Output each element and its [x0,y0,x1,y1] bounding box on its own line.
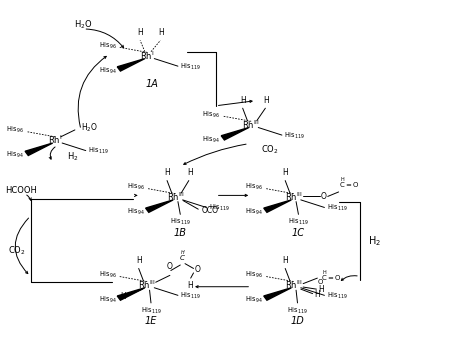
Text: His$_{94}$: His$_{94}$ [99,65,117,76]
Text: His$_{96}$: His$_{96}$ [202,109,220,119]
Text: H: H [264,96,269,105]
Text: His$_{119}$: His$_{119}$ [327,291,347,301]
Text: His$_{96}$: His$_{96}$ [6,125,24,135]
Text: His$_{119}$: His$_{119}$ [288,217,309,227]
Text: H: H [315,290,320,299]
Polygon shape [25,143,53,155]
Text: Rh$^{\rm III}$: Rh$^{\rm III}$ [242,119,260,131]
Text: His$_{96}$: His$_{96}$ [127,182,145,192]
Text: 1B: 1B [174,228,187,238]
Text: OCO: OCO [201,207,219,216]
Text: Rh$^{\rm III}$: Rh$^{\rm III}$ [285,191,302,203]
Text: H: H [121,292,127,301]
Text: H: H [158,28,164,37]
Text: H: H [136,256,142,265]
Text: His$_{119}$: His$_{119}$ [327,203,347,213]
Text: CO$_2$: CO$_2$ [8,244,26,257]
Text: His$_{119}$: His$_{119}$ [180,291,201,301]
Text: H: H [283,256,288,265]
Text: 1E: 1E [145,316,157,326]
Text: H$_2$O: H$_2$O [74,19,92,31]
Polygon shape [221,128,249,140]
Polygon shape [264,288,292,300]
Text: His$_{96}$: His$_{96}$ [245,270,263,280]
Text: His$_{119}$: His$_{119}$ [209,203,229,213]
Text: His$_{96}$: His$_{96}$ [99,270,117,280]
Text: $\overset{H}{C}$: $\overset{H}{C}$ [179,248,186,263]
Text: 1C: 1C [292,228,305,238]
Text: Rh$^{\rm I}$: Rh$^{\rm I}$ [140,49,155,62]
Text: His$_{94}$: His$_{94}$ [245,207,263,217]
Polygon shape [117,288,145,300]
Text: H: H [240,96,246,105]
Text: H: H [187,169,192,177]
Text: His$_{94}$: His$_{94}$ [6,150,24,160]
Text: O: O [318,279,323,284]
Text: 1A: 1A [146,79,158,89]
Text: HCOOH: HCOOH [5,186,37,195]
Text: H$_2$O: H$_2$O [81,121,98,134]
Text: Rh$^{\rm III}$: Rh$^{\rm III}$ [138,279,156,291]
Text: O: O [194,265,201,274]
Text: His$_{119}$: His$_{119}$ [284,131,305,141]
Text: Rh$^{\rm III}$: Rh$^{\rm III}$ [167,191,184,203]
Text: CO$_2$: CO$_2$ [261,143,278,156]
Text: H: H [164,169,170,177]
Text: H: H [283,169,288,177]
Text: His$_{119}$: His$_{119}$ [180,62,201,72]
Text: Rh$^{\rm I}$: Rh$^{\rm I}$ [48,134,62,146]
Text: His$_{119}$: His$_{119}$ [170,217,191,227]
Text: H$_2$: H$_2$ [368,234,382,248]
Polygon shape [117,58,145,71]
Text: $\rm\overset{H}{C}{=}O$: $\rm\overset{H}{C}{=}O$ [321,268,342,283]
Text: His$_{94}$: His$_{94}$ [127,207,145,217]
Text: H: H [137,28,143,37]
Text: $\rm\overset{H}{C}{=}O$: $\rm\overset{H}{C}{=}O$ [338,175,359,190]
Text: His$_{94}$: His$_{94}$ [245,295,263,305]
Text: 1D: 1D [291,316,304,326]
Text: His$_{119}$: His$_{119}$ [88,146,109,156]
Polygon shape [146,200,173,212]
Text: His$_{119}$: His$_{119}$ [287,306,308,316]
Text: His$_{94}$: His$_{94}$ [99,295,117,305]
Text: Rh$^{\rm III}$: Rh$^{\rm III}$ [285,279,302,291]
Text: O: O [167,262,173,271]
Polygon shape [264,200,292,212]
Text: H: H [187,281,192,290]
Text: His$_{119}$: His$_{119}$ [141,306,161,316]
Text: His$_{96}$: His$_{96}$ [245,182,263,192]
Text: His$_{94}$: His$_{94}$ [202,135,220,145]
Text: O: O [321,192,327,201]
Text: His$_{96}$: His$_{96}$ [99,40,117,51]
Text: H$_2$: H$_2$ [67,151,78,163]
Text: H: H [318,285,324,294]
